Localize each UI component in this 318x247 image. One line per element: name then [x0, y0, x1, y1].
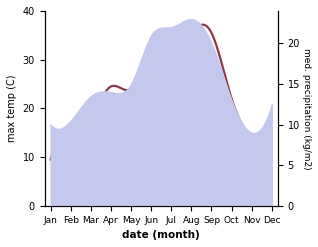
Y-axis label: max temp (C): max temp (C) [7, 75, 17, 142]
Y-axis label: med. precipitation (kg/m2): med. precipitation (kg/m2) [302, 48, 311, 169]
X-axis label: date (month): date (month) [122, 230, 200, 240]
